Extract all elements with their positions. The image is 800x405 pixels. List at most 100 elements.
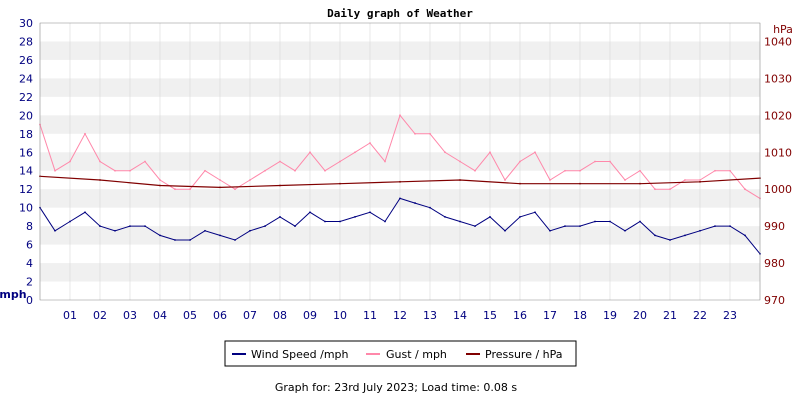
gust-point (219, 179, 221, 181)
left-tick-label: 8 (26, 220, 33, 233)
left-tick-label: 20 (19, 109, 33, 122)
series-layer (39, 114, 761, 255)
left-tick-label: 22 (19, 91, 33, 104)
x-tick-label: 04 (153, 309, 167, 322)
gust-point (309, 151, 311, 154)
wind-speed-point (144, 225, 146, 228)
wind-speed-point (549, 229, 551, 232)
gust-point (429, 132, 431, 135)
right-tick-label: 1040 (764, 35, 792, 48)
left-axis-unit: mph (0, 288, 27, 301)
pressure-point (699, 180, 701, 183)
wind-speed-point (204, 229, 206, 232)
wind-speed-point (579, 225, 581, 228)
chart-title: Daily graph of Weather (327, 7, 473, 20)
footer-text: Graph for: 23rd July 2023; Load time: 0.… (275, 381, 518, 394)
wind-speed-point (174, 239, 176, 241)
left-tick-label: 26 (19, 54, 33, 67)
x-tick-label: 21 (663, 309, 677, 322)
gust-point (489, 151, 491, 154)
wind-speed-point (474, 225, 476, 228)
gust-point (114, 169, 116, 172)
gust-point (519, 160, 521, 163)
gust-point (549, 179, 551, 181)
gust-point (384, 160, 386, 163)
left-tick-label: 2 (26, 276, 33, 289)
gust-point (249, 179, 251, 181)
left-tick-label: 18 (19, 128, 33, 141)
wind-speed-point (279, 216, 281, 218)
wind-speed-point (444, 216, 446, 218)
wind-speed-point (459, 220, 461, 223)
x-tick-label: 02 (93, 309, 107, 322)
left-tick-label: 4 (26, 257, 33, 270)
wind-speed-point (384, 220, 386, 223)
gust-point (204, 169, 206, 172)
wind-speed-point (234, 239, 236, 241)
wind-speed-point (189, 239, 191, 241)
wind-speed-point (114, 229, 116, 232)
wind-speed-point (399, 197, 401, 200)
wind-speed-point (714, 225, 716, 228)
left-tick-label: 24 (19, 72, 33, 85)
gust-point (264, 169, 266, 172)
right-tick-label: 1020 (764, 109, 792, 122)
pressure-point (639, 182, 641, 185)
gust-point (369, 142, 371, 144)
gust-point (444, 151, 446, 154)
right-tick-label: 1000 (764, 183, 792, 196)
pressure-point (519, 182, 521, 185)
legend-label-pressure: Pressure / hPa (485, 348, 563, 361)
gust-point (234, 188, 236, 191)
right-tick-label: 970 (764, 294, 785, 307)
wind-speed-point (729, 225, 731, 228)
pressure-point (579, 182, 581, 185)
x-tick-label: 14 (453, 309, 467, 322)
gust-point (144, 160, 146, 163)
wind-speed-point (564, 225, 566, 228)
x-tick-label: 11 (363, 309, 377, 322)
left-tick-label: 10 (19, 202, 33, 215)
wind-speed-point (99, 225, 101, 228)
right-axis-ticks: 970 980 990 1000 1010 1020 1030 1040 (764, 35, 792, 307)
left-tick-label: 0 (26, 294, 33, 307)
wind-speed-point (504, 229, 506, 232)
right-tick-label: 1030 (764, 72, 792, 85)
pressure-point (219, 186, 221, 189)
wind-speed-point (624, 229, 626, 232)
wind-speed-point (354, 216, 356, 218)
right-axis-unit: hPa (773, 23, 793, 36)
wind-speed-point (654, 234, 656, 237)
gust-point (744, 188, 746, 191)
wind-speed-point (684, 234, 686, 237)
gust-point (84, 132, 86, 135)
wind-speed-point (699, 229, 701, 232)
wind-speed-point (69, 220, 71, 223)
right-tick-label: 980 (764, 257, 785, 270)
gust-point (174, 188, 176, 191)
wind-speed-point (429, 206, 431, 209)
wind-speed-point (594, 220, 596, 223)
x-tick-label: 17 (543, 309, 557, 322)
gust-point (99, 160, 101, 163)
legend-label-wind: Wind Speed /mph (251, 348, 349, 361)
pressure-point (159, 184, 161, 187)
x-tick-label: 20 (633, 309, 647, 322)
gust-point (459, 160, 461, 163)
wind-speed-point (339, 220, 341, 223)
gust-point (609, 160, 611, 163)
wind-speed-point (249, 229, 251, 232)
legend: Wind Speed /mph Gust / mph Pressure / hP… (224, 340, 577, 367)
x-tick-label: 19 (603, 309, 617, 322)
wind-speed-point (294, 225, 296, 228)
x-tick-label: 07 (243, 309, 257, 322)
x-tick-label: 05 (183, 309, 197, 322)
wind-speed-point (414, 202, 416, 204)
gust-point (654, 188, 656, 191)
left-tick-label: 16 (19, 146, 33, 159)
gust-point (639, 169, 641, 172)
left-tick-label: 6 (26, 239, 33, 252)
left-tick-label: 28 (19, 35, 33, 48)
x-tick-label: 10 (333, 309, 347, 322)
